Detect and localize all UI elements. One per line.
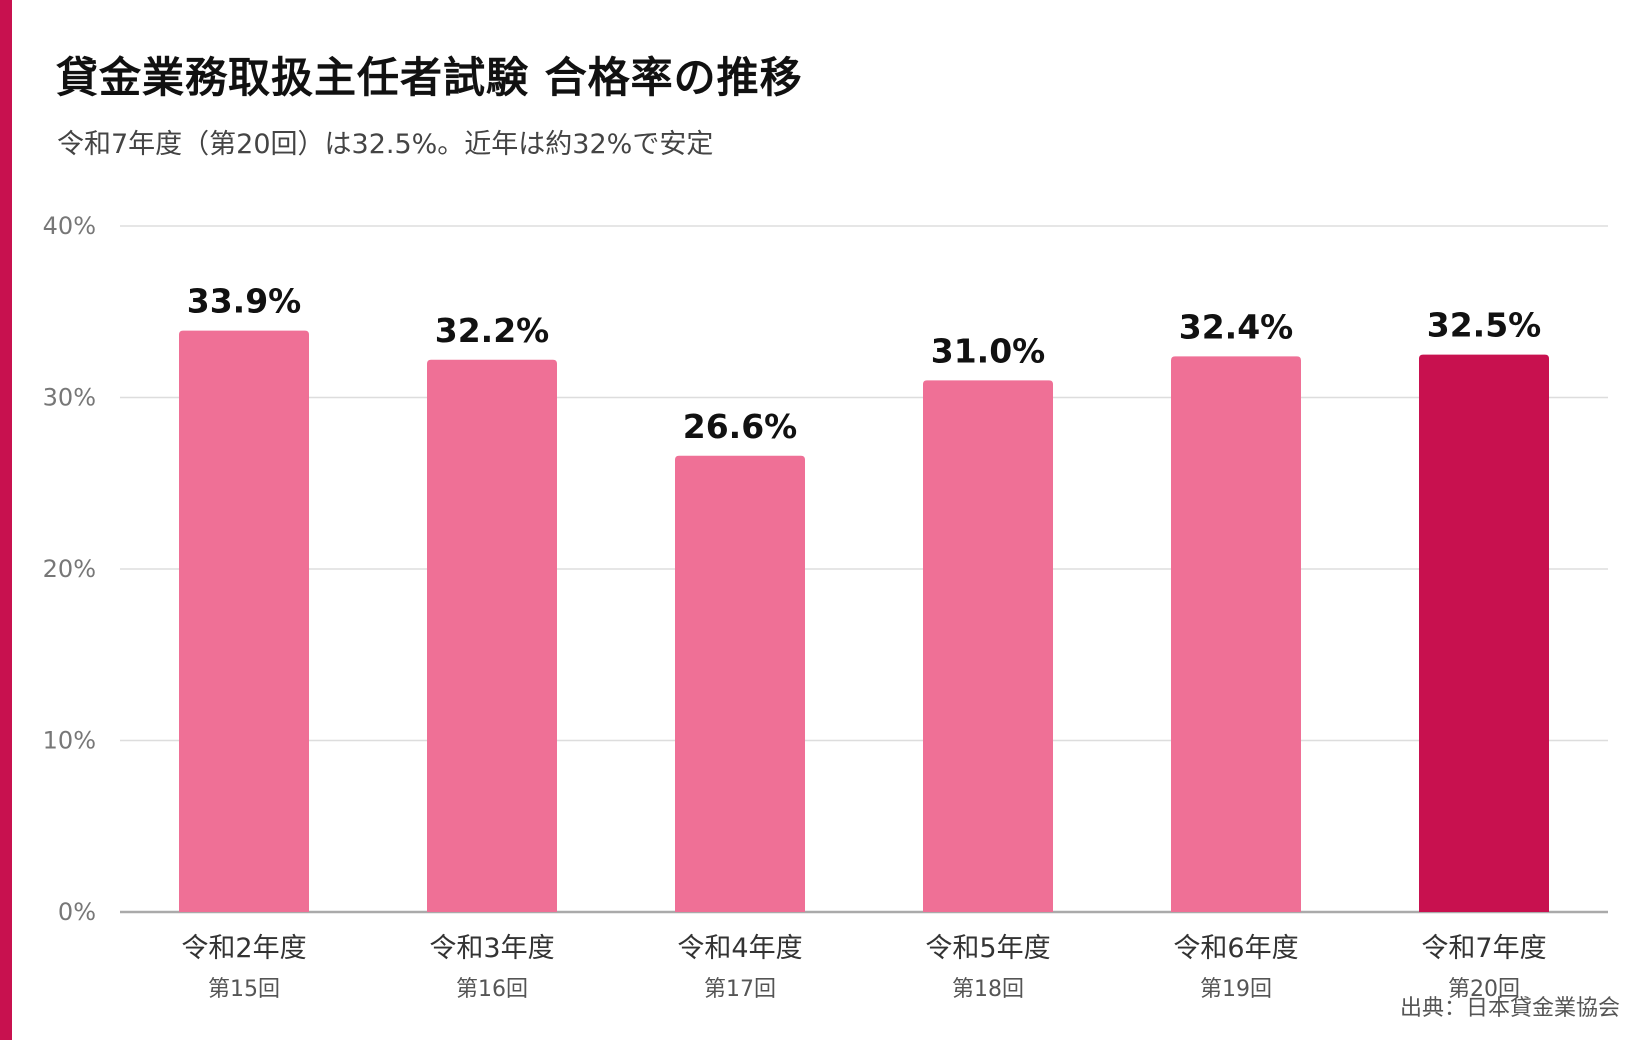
x-tick-label: 令和7年度 (1421, 933, 1546, 964)
y-tick-label: 10% (43, 727, 96, 755)
y-tick-label: 0% (58, 898, 96, 926)
bar (675, 455, 805, 912)
bar-value-label: 32.5% (1427, 306, 1542, 345)
bar (1419, 354, 1549, 912)
x-tick-label: 令和5年度 (925, 933, 1050, 964)
bar-value-label: 33.9% (187, 282, 302, 321)
x-tick-label: 令和2年度 (181, 933, 306, 964)
bar-value-label: 32.4% (1179, 307, 1294, 346)
bar-value-label: 31.0% (931, 331, 1046, 370)
chart-title: 貸金業務取扱主任者試験 合格率の推移 (56, 53, 803, 102)
bar-value-label: 26.6% (683, 407, 798, 446)
bar-value-label: 32.2% (435, 311, 550, 350)
bar (923, 380, 1053, 913)
y-tick-label: 20% (43, 555, 96, 583)
x-tick-label: 令和4年度 (677, 933, 802, 964)
x-tick-sublabel: 第20回 (1448, 977, 1520, 1002)
bar (1171, 356, 1301, 913)
x-tick-sublabel: 第18回 (952, 977, 1024, 1002)
x-tick-label: 令和6年度 (1173, 933, 1298, 964)
x-tick-sublabel: 第19回 (1200, 977, 1272, 1002)
source-note: 出典：日本貸金業協会 (1399, 996, 1620, 1021)
bar (179, 330, 309, 912)
x-tick-sublabel: 第17回 (704, 977, 776, 1002)
x-tick-sublabel: 第15回 (208, 977, 280, 1002)
bar (427, 359, 557, 912)
y-tick-label: 40% (43, 212, 96, 240)
chart-subtitle: 令和7年度（第20回）は32.5%。近年は約32%で安定 (57, 129, 714, 160)
accent-bar (0, 0, 12, 1040)
x-tick-label: 令和3年度 (429, 933, 554, 964)
y-tick-label: 30% (43, 384, 96, 412)
x-tick-sublabel: 第16回 (456, 977, 528, 1002)
